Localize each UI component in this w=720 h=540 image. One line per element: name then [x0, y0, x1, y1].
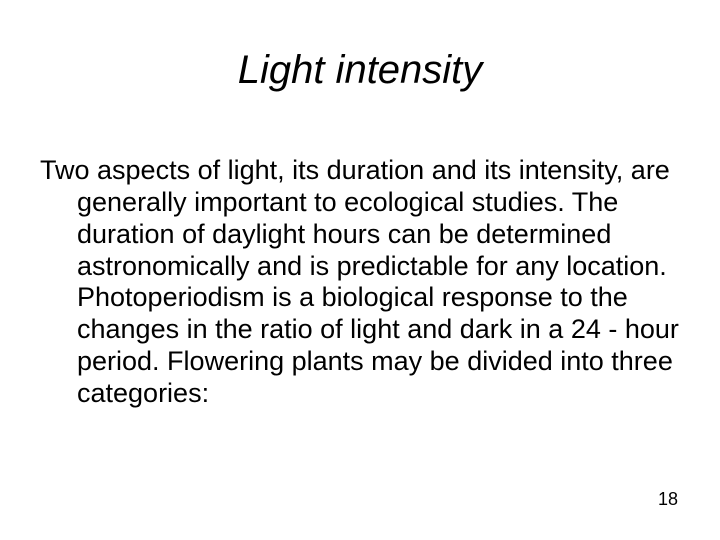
slide: Light intensity Two aspects of light, it…: [0, 0, 720, 540]
page-number: 18: [658, 489, 678, 510]
slide-title: Light intensity: [0, 48, 720, 93]
body-paragraph: Two aspects of light, its duration and i…: [40, 155, 680, 410]
slide-body: Two aspects of light, its duration and i…: [40, 155, 680, 410]
